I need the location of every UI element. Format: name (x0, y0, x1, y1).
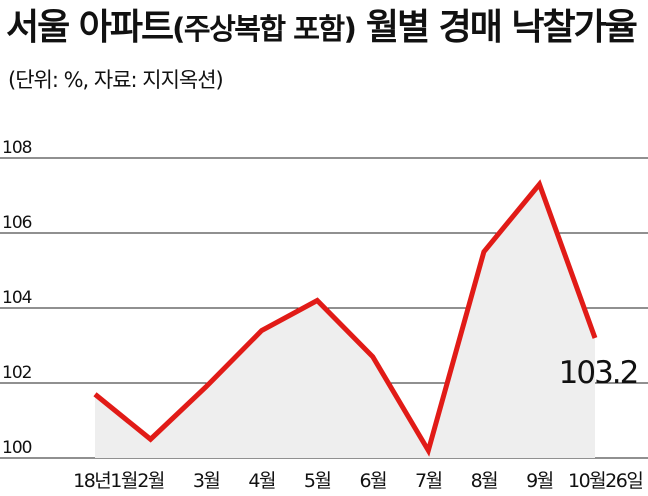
line-layer (93, 179, 598, 457)
x-tick-label-7: 8월 (471, 470, 498, 492)
y-tick-layer: 100 102 104 106 108 (2, 138, 33, 458)
title-main: 서울 아파트 (6, 7, 174, 48)
x-tick-label-8: 9월 (526, 470, 553, 492)
y-tick-label-106: 106 (2, 213, 32, 233)
x-tick-label-6: 7월 (415, 470, 442, 492)
x-tick-label-0: 18년1월 (73, 470, 137, 492)
title-paren: (주상복합 포함) (172, 12, 357, 46)
chart-subtitle: (단위: %, 자료: 지지옥션) (8, 68, 224, 92)
series-line (93, 179, 598, 457)
x-tick-label-3: 4월 (248, 470, 275, 492)
x-tick-label-5: 6월 (359, 470, 386, 492)
chart-title: 서울 아파트(주상복합 포함) 월별 경매 낙찰가율 (6, 6, 638, 51)
x-tick-label-4: 5월 (304, 470, 331, 492)
y-tick-label-102: 102 (2, 363, 32, 383)
x-tick-label-1: 2월 (137, 470, 164, 492)
area-fill (95, 184, 595, 458)
y-tick-label-108: 108 (2, 138, 32, 158)
y-tick-label-104: 104 (2, 288, 32, 308)
data-label-9: 103.2 (559, 355, 638, 391)
y-tick-label-100: 100 (2, 438, 32, 458)
area-layer (95, 184, 595, 458)
data-label-layer: 103.2 (559, 355, 640, 391)
x-tick-label-9: 10월26일 (568, 470, 642, 492)
x-tick-label-2: 3월 (193, 470, 220, 492)
x-tick-layer: 18년1월 2월 3월 4월 5월 6월 7월 8월 9월 10월26일 (73, 470, 644, 492)
title-tail: 월별 경매 낙찰가율 (355, 7, 638, 48)
